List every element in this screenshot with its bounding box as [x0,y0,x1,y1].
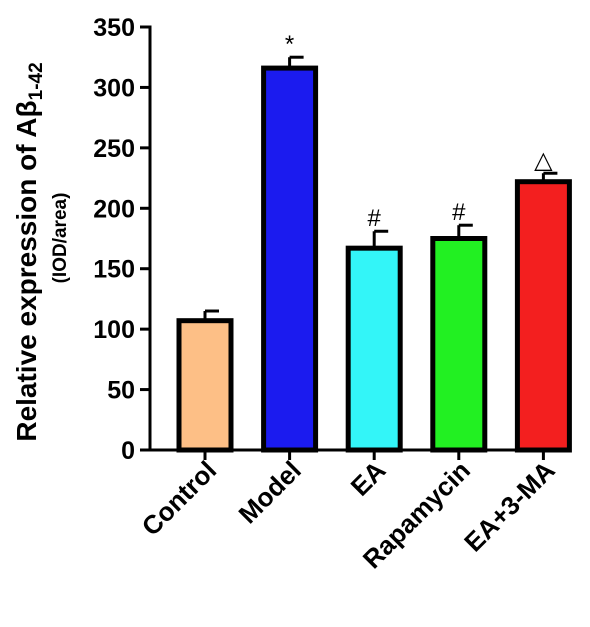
bar-rapamycin [430,236,488,453]
bar-model [261,65,319,453]
bar-ea [345,245,403,453]
bar-ea-3-ma [514,179,572,453]
significance-mark: △ [534,147,553,174]
y-axis-label-text: Relative expression of Aβ [11,100,42,441]
bar-control [176,318,234,453]
y-axis-title: Relative expression of Aβ1-42 (IOD/area) [11,62,71,441]
y-tick-label: 200 [93,195,135,223]
x-tick-label: EA [345,455,392,502]
y-tick-label: 250 [93,135,135,163]
y-axis-unit: (IOD/area) [50,193,71,284]
significance-mark: # [368,205,382,232]
y-axis-label-subscript: 1-42 [26,62,47,100]
y-tick-label: 300 [93,74,135,102]
y-tick-label: 50 [107,377,135,405]
y-axis-label: Relative expression of Aβ1-42 [11,62,47,441]
significance-mark: * [285,31,294,58]
plot-area: 050100150200250300350Control*Model#EA#Ra… [93,14,572,574]
y-tick-label: 0 [121,437,135,465]
y-tick-label: 350 [93,14,135,42]
x-tick-label: EA+3-MA [458,455,561,558]
x-tick-label: Control [136,455,223,542]
significance-mark: # [452,199,466,226]
x-tick-label: Model [233,455,307,529]
y-tick-label: 100 [93,316,135,344]
y-tick-label: 150 [93,256,135,284]
